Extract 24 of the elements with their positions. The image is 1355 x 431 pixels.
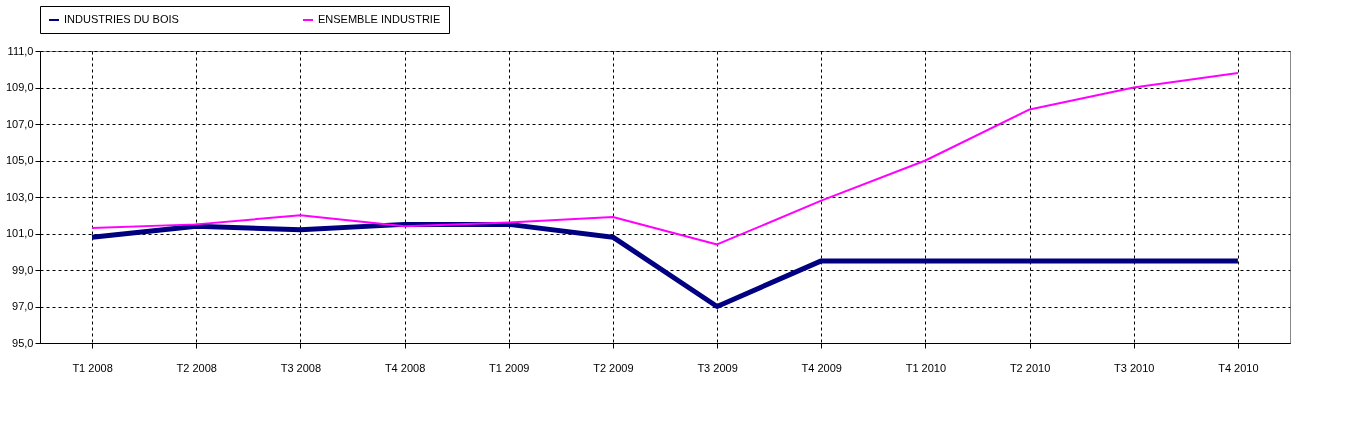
x-tick-label: T1 2009 bbox=[489, 361, 530, 374]
y-tick-label: 97,0 bbox=[12, 300, 34, 312]
y-tick-label: 101,0 bbox=[5, 227, 34, 239]
x-tick-label: T2 2008 bbox=[176, 361, 217, 374]
y-tick-label: 107,0 bbox=[5, 117, 34, 130]
x-tick-label: T3 2009 bbox=[697, 361, 738, 374]
y-tick-label: 99,0 bbox=[12, 263, 34, 276]
y-tick-label: 109,0 bbox=[5, 81, 34, 93]
x-tick-label: T4 2010 bbox=[1218, 361, 1259, 374]
line-series bbox=[91, 71, 1239, 246]
x-tick-label: T2 2010 bbox=[1009, 361, 1051, 374]
y-tick-label: 105,0 bbox=[5, 154, 34, 166]
x-tick-label: T1 2010 bbox=[905, 361, 947, 374]
y-tick-label: 103,0 bbox=[5, 190, 34, 203]
y-tick-label: 95,0 bbox=[12, 336, 34, 349]
x-tick-label: T3 2010 bbox=[1114, 361, 1155, 374]
x-tick-label: T4 2009 bbox=[801, 361, 842, 374]
legend-label: ENSEMBLE INDUSTRIE bbox=[318, 13, 441, 25]
x-tick-label: T3 2008 bbox=[280, 361, 322, 374]
x-tick-label: T2 2009 bbox=[593, 361, 634, 374]
x-tick-label: T1 2008 bbox=[72, 361, 113, 374]
y-tick-label: 111,0 bbox=[7, 44, 34, 57]
x-tick-label: T4 2008 bbox=[384, 361, 426, 374]
legend-label: INDUSTRIES DU BOIS bbox=[64, 13, 179, 25]
